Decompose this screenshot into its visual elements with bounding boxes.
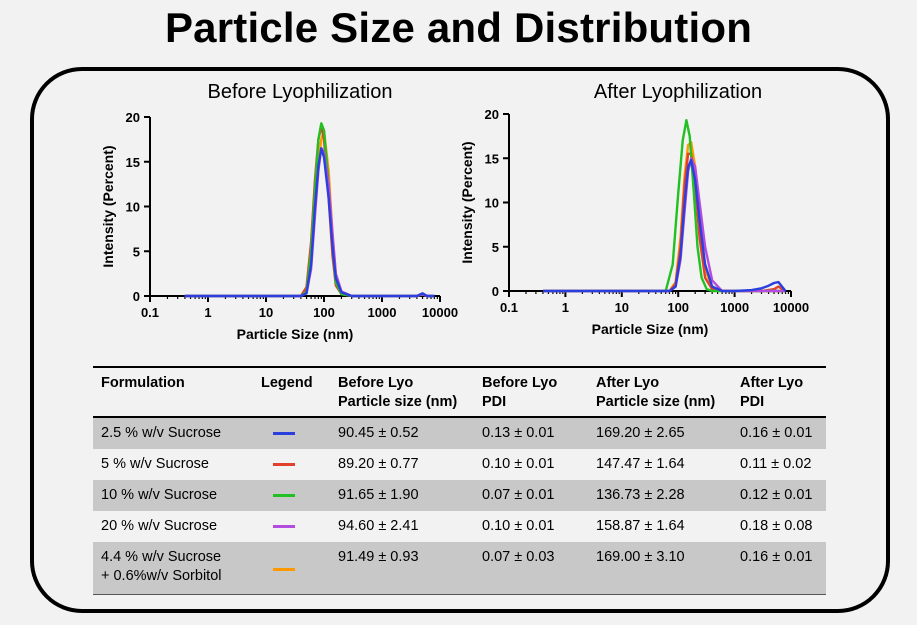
cell-legend bbox=[253, 542, 330, 595]
header-before-size: Before Lyo Particle size (nm) bbox=[330, 366, 474, 418]
cell-after-pdi: 0.16 ± 0.01 bbox=[732, 417, 826, 449]
header-before-pdi: Before Lyo PDI bbox=[474, 366, 588, 418]
cell-formulation: 2.5 % w/v Sucrose bbox=[93, 417, 253, 449]
cell-before-pdi: 0.13 ± 0.01 bbox=[474, 417, 588, 449]
cell-after-size: 158.87 ± 1.64 bbox=[596, 518, 685, 534]
cell-after-size: 147.47 ± 1.64 bbox=[596, 456, 685, 472]
cell-formulation: 5 % w/v Sucrose bbox=[101, 456, 209, 472]
table-row: 5 % w/v Sucrose 89.20 ± 0.77 0.10 ± 0.01… bbox=[93, 449, 826, 480]
cell-formulation: 4.4 % w/v Sucrose + 0.6%w/v Sorbitol bbox=[93, 542, 253, 595]
cell-before-pdi: 0.07 ± 0.01 bbox=[474, 480, 588, 511]
cell-before-size: 94.60 ± 2.41 bbox=[338, 518, 419, 534]
header-formulation: Formulation bbox=[93, 366, 253, 418]
cell-before-size: 91.49 ± 0.93 bbox=[330, 542, 474, 595]
table-header-row: Formulation Legend Before Lyo Particle s… bbox=[93, 366, 826, 418]
legend-swatch bbox=[273, 462, 295, 466]
table-row: 4.4 % w/v Sucrose + 0.6%w/v Sorbitol 91.… bbox=[93, 542, 826, 595]
cell-formulation: 10 % w/v Sucrose bbox=[93, 480, 253, 511]
cell-after-size: 169.20 ± 2.65 bbox=[588, 417, 732, 449]
cell-after-pdi: 0.18 ± 0.08 bbox=[740, 518, 813, 534]
table-row: 2.5 % w/v Sucrose 90.45 ± 0.52 0.13 ± 0.… bbox=[93, 417, 826, 449]
cell-before-pdi: 0.07 ± 0.03 bbox=[474, 542, 588, 595]
cell-after-pdi: 0.16 ± 0.01 bbox=[732, 542, 826, 595]
header-after-size: After Lyo Particle size (nm) bbox=[588, 366, 732, 418]
cell-before-size: 89.20 ± 0.77 bbox=[338, 456, 419, 472]
table-row: 10 % w/v Sucrose 91.65 ± 1.90 0.07 ± 0.0… bbox=[93, 480, 826, 511]
cell-after-size: 136.73 ± 2.28 bbox=[588, 480, 732, 511]
legend-swatch bbox=[273, 493, 295, 497]
legend-swatch bbox=[273, 568, 295, 571]
formulation-table: Formulation Legend Before Lyo Particle s… bbox=[93, 366, 826, 595]
cell-formulation: 20 % w/v Sucrose bbox=[101, 518, 218, 534]
cell-legend bbox=[253, 480, 330, 511]
cell-after-pdi: 0.11 ± 0.02 bbox=[740, 456, 812, 472]
cell-before-pdi: 0.10 ± 0.01 bbox=[482, 518, 555, 534]
page-title: Particle Size and Distribution bbox=[164, 4, 753, 51]
legend-swatch bbox=[273, 524, 295, 528]
legend-swatch bbox=[273, 431, 295, 435]
cell-before-size: 90.45 ± 0.52 bbox=[330, 417, 474, 449]
header-after-pdi: After Lyo PDI bbox=[732, 366, 826, 418]
table-row: 20 % w/v Sucrose 94.60 ± 2.41 0.10 ± 0.0… bbox=[93, 511, 826, 542]
cell-before-size: 91.65 ± 1.90 bbox=[330, 480, 474, 511]
cell-legend bbox=[253, 449, 330, 480]
header-legend: Legend bbox=[253, 366, 330, 418]
cell-after-pdi: 0.12 ± 0.01 bbox=[732, 480, 826, 511]
cell-legend bbox=[253, 417, 330, 449]
cell-before-pdi: 0.10 ± 0.01 bbox=[482, 456, 555, 472]
cell-after-size: 169.00 ± 3.10 bbox=[588, 542, 732, 595]
cell-legend bbox=[253, 511, 330, 542]
